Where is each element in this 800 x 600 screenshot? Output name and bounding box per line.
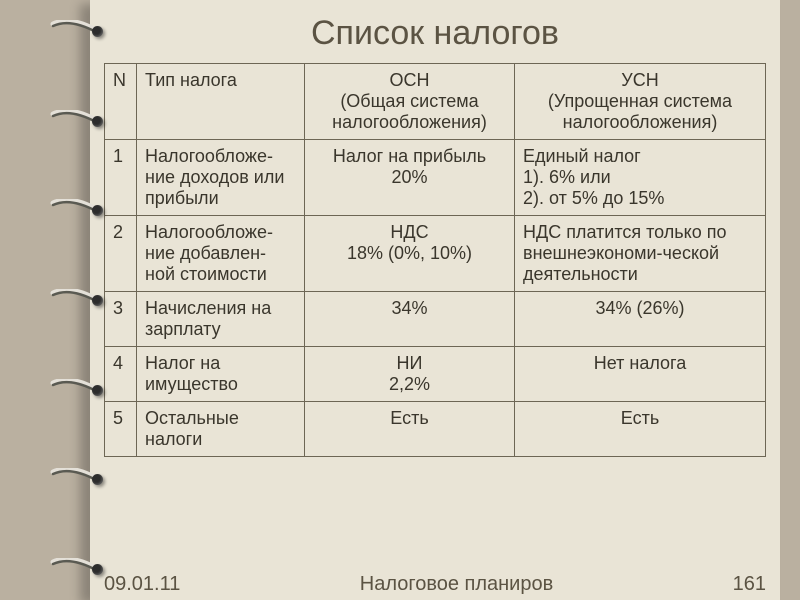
- cell-osn: Налог на прибыль 20%: [305, 140, 515, 216]
- cell-osn-line: 2,2%: [313, 374, 506, 395]
- spiral-binding: [50, 20, 110, 580]
- cell-usn: НДС платится только по внешнеэкономи-чес…: [515, 216, 766, 292]
- footer-date: 09.01.11: [104, 573, 180, 596]
- cell-usn-line: 2). от 5% до 15%: [523, 188, 757, 209]
- cell-typ: Налог на имущество: [137, 347, 305, 402]
- cell-usn: Единый налог 1). 6% или 2). от 5% до 15%: [515, 140, 766, 216]
- cell-typ: Налогообложе-ние добавлен-ной стоимости: [137, 216, 305, 292]
- table-row: 2 Налогообложе-ние добавлен-ной стоимост…: [105, 216, 766, 292]
- col-header-usn-l1: УСН: [523, 70, 757, 91]
- binding-ring-icon: [50, 558, 110, 580]
- table-header-row: N Тип налога ОСН (Общая система налогооб…: [105, 64, 766, 140]
- page-title: Список налогов: [90, 14, 780, 53]
- binding-ring-icon: [50, 20, 110, 42]
- cell-usn-line: Единый налог: [523, 146, 757, 167]
- binding-ring-icon: [50, 379, 110, 401]
- tax-table: N Тип налога ОСН (Общая система налогооб…: [104, 63, 766, 457]
- footer-page: 161: [733, 573, 766, 596]
- col-header-typ: Тип налога: [137, 64, 305, 140]
- table-row: 3 Начисления на зарплату 34% 34% (26%): [105, 292, 766, 347]
- col-header-usn-l2: (Упрощенная система налогообложения): [523, 91, 757, 133]
- cell-usn: Есть: [515, 402, 766, 457]
- binding-ring-icon: [50, 468, 110, 490]
- col-header-osn: ОСН (Общая система налогообложения): [305, 64, 515, 140]
- cell-typ: Остальные налоги: [137, 402, 305, 457]
- cell-usn: Нет налога: [515, 347, 766, 402]
- cell-osn: НИ 2,2%: [305, 347, 515, 402]
- col-header-osn-l2: (Общая система налогообложения): [313, 91, 506, 133]
- footer-caption: Налоговое планиров: [180, 573, 732, 596]
- cell-typ: Налогообложе-ние доходов или прибыли: [137, 140, 305, 216]
- cell-osn: 34%: [305, 292, 515, 347]
- table-row: 5 Остальные налоги Есть Есть: [105, 402, 766, 457]
- slide: Список налогов N Тип налога ОСН (Общая с…: [0, 0, 800, 600]
- cell-osn-line: 18% (0%, 10%): [313, 243, 506, 264]
- content-panel: Список налогов N Тип налога ОСН (Общая с…: [90, 0, 780, 600]
- binding-ring-icon: [50, 289, 110, 311]
- binding-ring-icon: [50, 110, 110, 132]
- cell-osn: НДС 18% (0%, 10%): [305, 216, 515, 292]
- cell-osn-line: НИ: [313, 353, 506, 374]
- cell-osn-line: НДС: [313, 222, 506, 243]
- cell-usn-line: 1). 6% или: [523, 167, 757, 188]
- cell-typ: Начисления на зарплату: [137, 292, 305, 347]
- cell-osn: Есть: [305, 402, 515, 457]
- col-header-usn: УСН (Упрощенная система налогообложения): [515, 64, 766, 140]
- col-header-osn-l1: ОСН: [313, 70, 506, 91]
- table-row: 1 Налогообложе-ние доходов или прибыли Н…: [105, 140, 766, 216]
- footer: 09.01.11 Налоговое планиров 161: [104, 573, 766, 596]
- table-row: 4 Налог на имущество НИ 2,2% Нет налога: [105, 347, 766, 402]
- binding-ring-icon: [50, 199, 110, 221]
- cell-usn: 34% (26%): [515, 292, 766, 347]
